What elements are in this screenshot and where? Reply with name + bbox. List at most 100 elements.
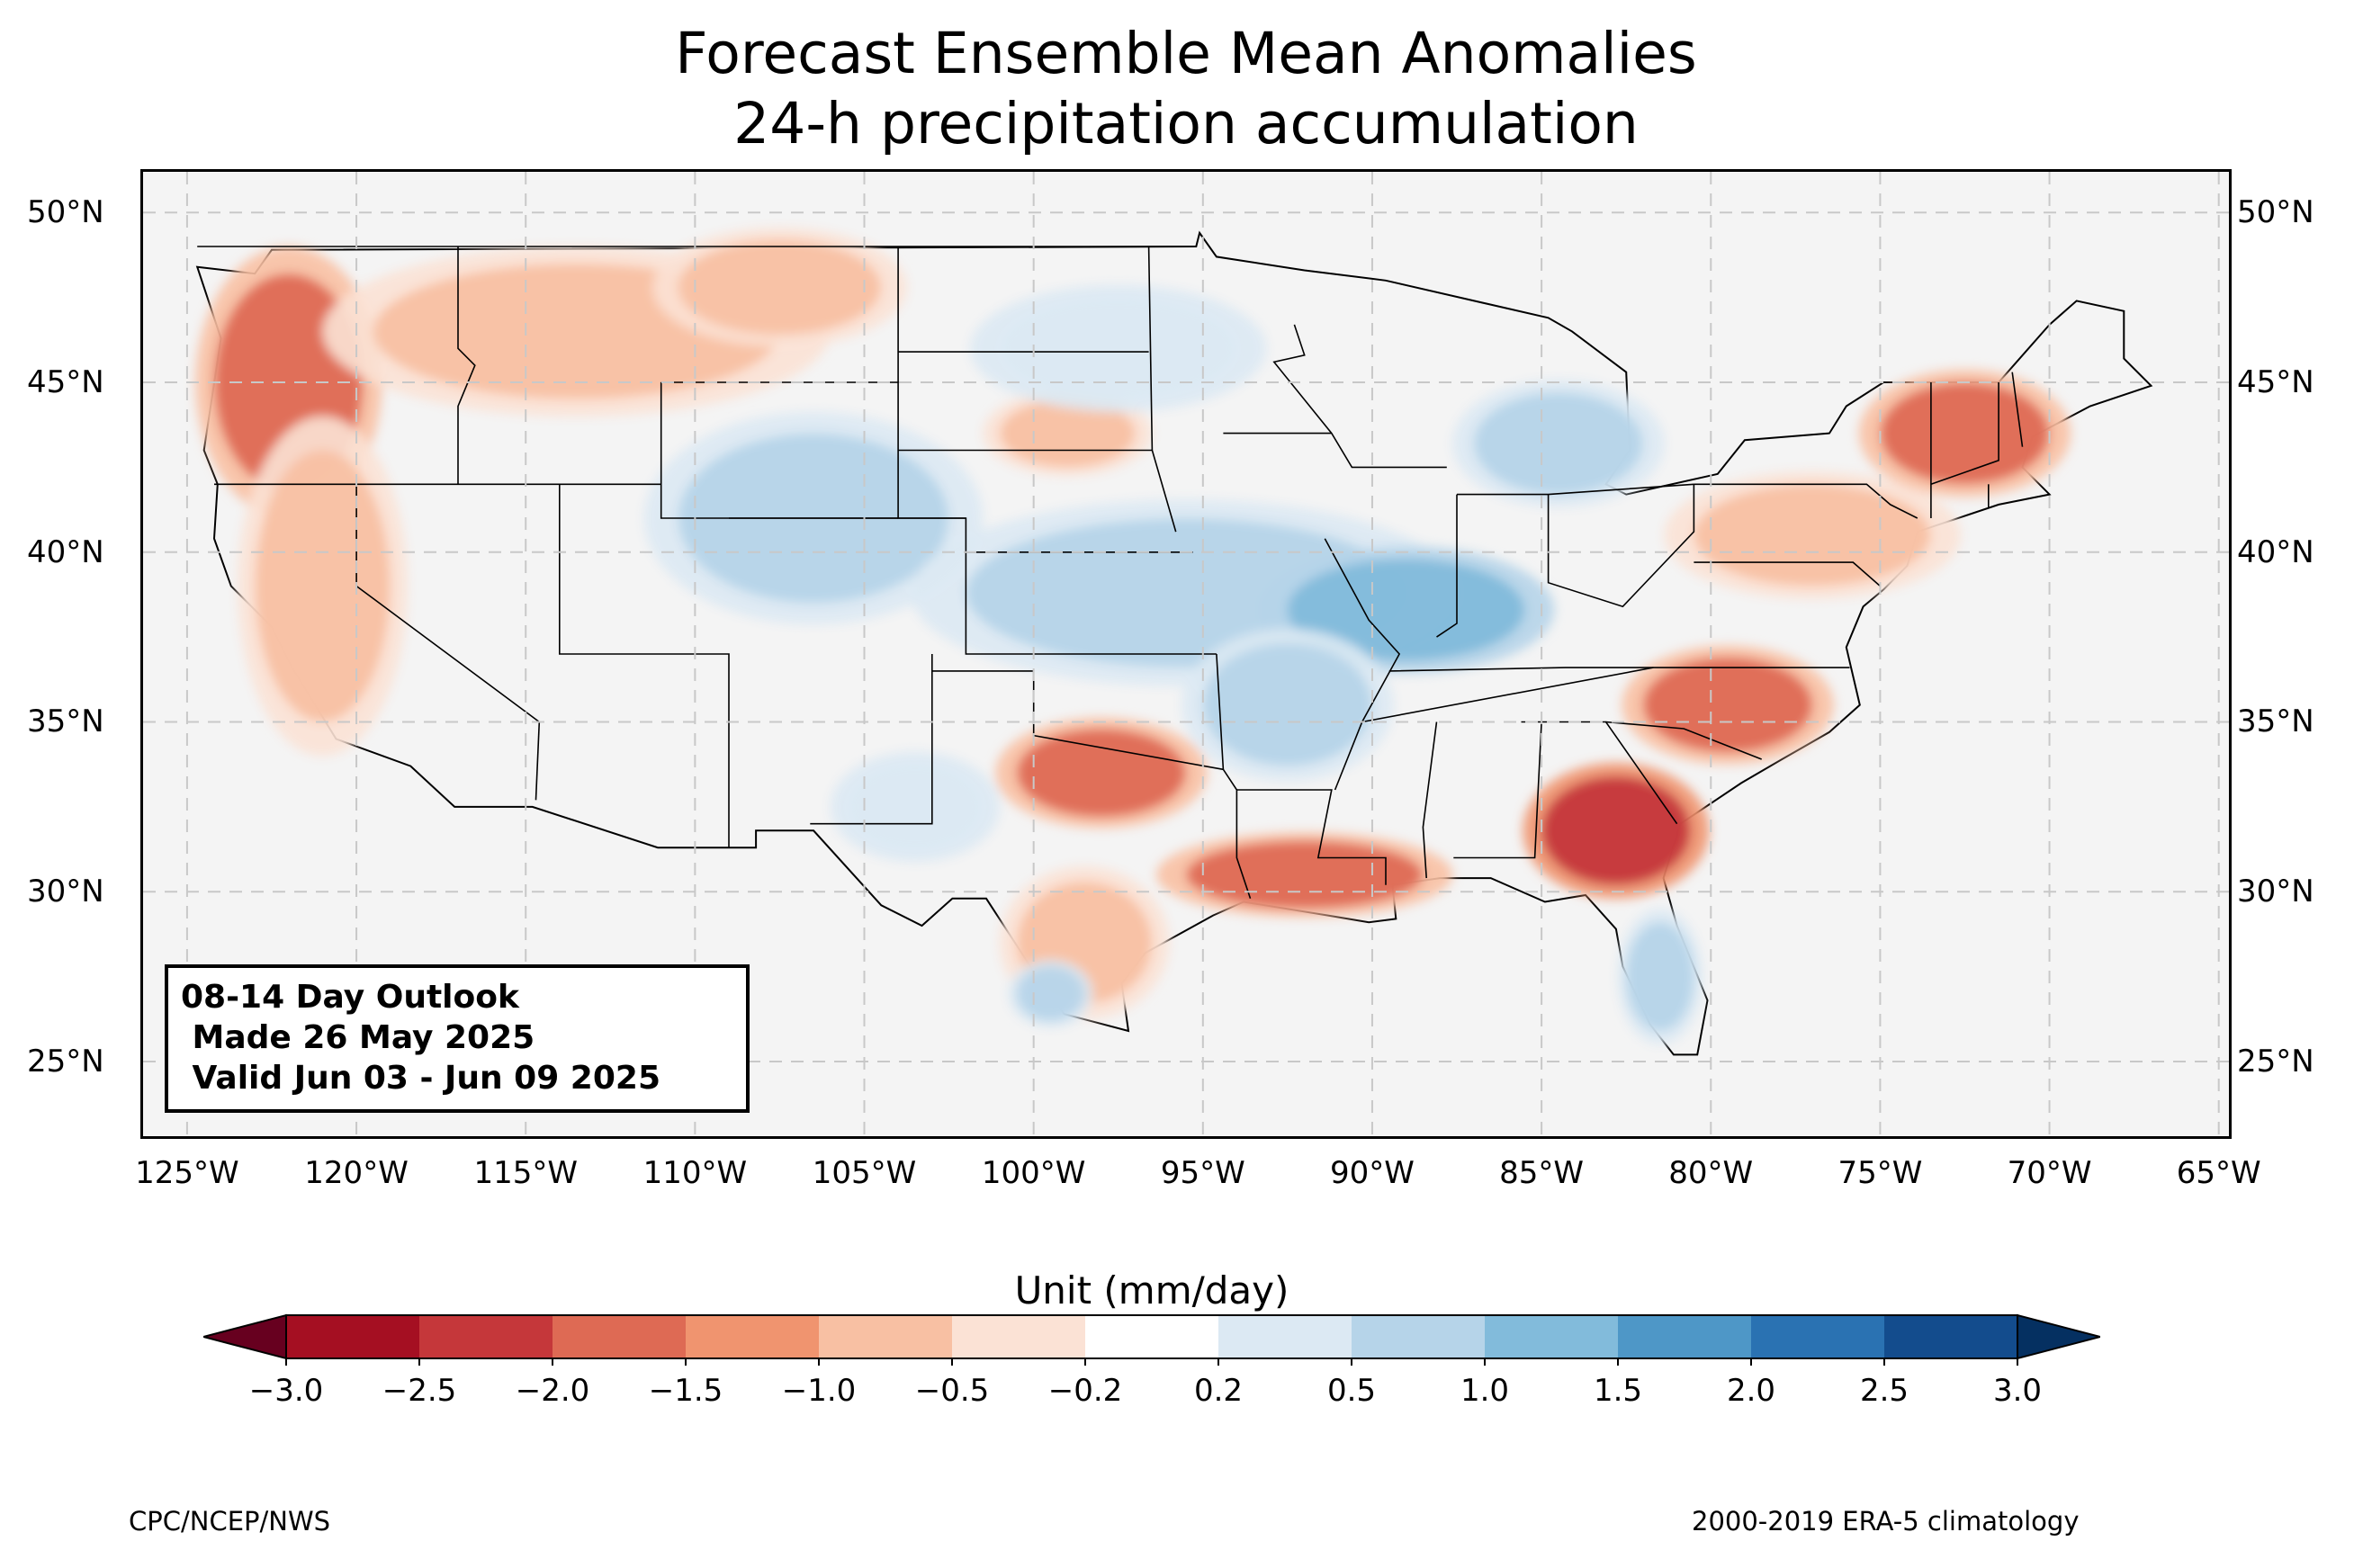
lat-tick-label: 25°N: [27, 1043, 104, 1080]
state-border-32: [2011, 372, 2024, 447]
lon-tick-label: 125°W: [135, 1155, 239, 1191]
state-border-30: [1930, 382, 1999, 486]
outlook-period: 08-14 Day Outlook: [181, 979, 519, 1016]
anomaly-region-9: [1473, 392, 1644, 495]
colorbar-tick-label: 0.5: [1326, 1373, 1377, 1409]
colorbar-tick-label: 1.5: [1593, 1373, 1643, 1409]
lon-tick-label: 90°W: [1330, 1155, 1415, 1191]
lon-tick-label: 110°W: [642, 1155, 748, 1191]
lon-tick-label: 80°W: [1668, 1155, 1754, 1191]
anomaly-region-14: [1541, 775, 1691, 885]
colorbar-extend-high: [2017, 1313, 2100, 1360]
colorbar-tick-label: −3.0: [248, 1373, 324, 1409]
anomaly-region-20: [1016, 966, 1085, 1021]
map-canvas: [143, 172, 2229, 1136]
lat-tick-label: 40°N: [27, 533, 104, 570]
state-border-16: [1236, 789, 1387, 885]
state-border-13: [931, 670, 1224, 771]
colorbar-tick-label: −1.5: [648, 1373, 723, 1409]
lon-tick-label: 70°W: [2007, 1155, 2092, 1191]
colorbar-bin-12: [1884, 1315, 2018, 1358]
state-border-27: [1605, 721, 1762, 760]
anomaly-region-2: [678, 239, 882, 336]
state-border-12: [810, 654, 933, 825]
state-border-26: [1694, 561, 1881, 587]
colorbar-tick-label: 2.0: [1726, 1373, 1776, 1409]
colorbar-tick-label: −0.2: [1047, 1373, 1123, 1409]
anomaly-region-11: [1016, 729, 1186, 818]
colorbar-bin-8: [1352, 1315, 1486, 1358]
anomaly-region-3: [255, 450, 391, 722]
colorbar-tick-label: 3.0: [1992, 1373, 2043, 1409]
colorbar-bin-6: [1085, 1315, 1219, 1358]
lat-tick-label: 25°N: [2237, 1043, 2314, 1080]
lon-tick-label: 95°W: [1160, 1155, 1245, 1191]
anomaly-region-18: [1626, 922, 1694, 1031]
anomaly-region-8: [1287, 559, 1525, 661]
colorbar-bin-5: [952, 1315, 1086, 1358]
state-border-23: [1457, 483, 1694, 496]
state-border-17: [1324, 538, 1401, 791]
credit-climatology: 2000-2019 ERA-5 climatology: [1692, 1506, 2080, 1537]
anomaly-region-16: [1880, 382, 2050, 485]
colorbar-tick-label: −2.0: [515, 1373, 590, 1409]
colorbar-bin-2: [553, 1315, 687, 1358]
state-border-15: [1147, 246, 1177, 533]
state-border-33: [535, 721, 541, 801]
lat-tick-label: 45°N: [27, 364, 104, 401]
lon-tick-label: 65°W: [2176, 1155, 2261, 1191]
state-border-19: [1453, 721, 1542, 859]
state-border-35: [1272, 324, 1447, 469]
state-border-25: [1694, 483, 1918, 519]
lat-tick-label: 50°N: [27, 194, 104, 231]
colorbar-bin-9: [1485, 1315, 1619, 1358]
lat-tick-label: 35°N: [27, 703, 104, 740]
made-date: Made 26 May 2025: [181, 1019, 535, 1056]
anomaly-region-12: [1186, 840, 1424, 909]
colorbar-tick-label: 0.2: [1193, 1373, 1244, 1409]
lon-tick-label: 75°W: [1837, 1155, 1923, 1191]
colorbar-bin-0: [286, 1315, 420, 1358]
gridlines: [143, 172, 2229, 1136]
state-border-4: [559, 484, 730, 848]
colorbar: [203, 1313, 2100, 1366]
colorbar-bin-1: [419, 1315, 553, 1358]
lat-tick-label: 50°N: [2237, 194, 2314, 231]
colorbar-label: Unit (mm/day): [1014, 1268, 1289, 1313]
outlook-info-box: 08-14 Day Outlook Made 26 May 2025 Valid…: [165, 964, 750, 1113]
lon-tick-label: 100°W: [981, 1155, 1086, 1191]
colorbar-bin-4: [819, 1315, 953, 1358]
colorbar-tick-label: 1.0: [1460, 1373, 1510, 1409]
anomaly-region-10: [1202, 643, 1372, 766]
colorbar-bin-10: [1618, 1315, 1752, 1358]
colorbar-frame: [285, 1314, 2018, 1359]
lat-tick-label: 35°N: [2237, 703, 2314, 740]
colorbar-tick-label: 2.5: [1859, 1373, 1909, 1409]
colorbar-extend-low: [203, 1313, 287, 1360]
state-border-22: [1547, 484, 1695, 608]
chart-subtitle: 24-h precipitation accumulation: [733, 91, 1639, 157]
anomaly-region-6: [1000, 297, 1237, 399]
lat-tick-label: 45°N: [2237, 364, 2314, 401]
lat-tick-label: 40°N: [2237, 533, 2314, 570]
colorbar-bin-3: [686, 1315, 820, 1358]
chart-title: Forecast Ensemble Mean Anomalies: [675, 21, 1697, 86]
lat-tick-label: 30°N: [27, 874, 104, 910]
anomaly-region-15: [1643, 657, 1813, 753]
lat-tick-label: 30°N: [2237, 874, 2314, 910]
colorbar-tick-label: −0.5: [914, 1373, 990, 1409]
state-border-21: [1388, 667, 1654, 672]
state-border-18: [1422, 721, 1438, 879]
anomaly-region-19: [847, 762, 984, 851]
valid-dates: Valid Jun 03 - Jun 09 2025: [181, 1060, 661, 1097]
colorbar-tick-label: −1.0: [781, 1373, 857, 1409]
credit-source: CPC/NCEP/NWS: [129, 1506, 331, 1537]
lon-tick-label: 115°W: [473, 1155, 578, 1191]
lon-tick-label: 105°W: [812, 1155, 917, 1191]
state-border-24: [1436, 494, 1458, 638]
colorbar-tick-label: −2.5: [382, 1373, 457, 1409]
lon-tick-label: 85°W: [1499, 1155, 1585, 1191]
lon-tick-label: 120°W: [304, 1155, 409, 1191]
map-panel: [140, 169, 2232, 1139]
colorbar-bin-11: [1751, 1315, 1885, 1358]
